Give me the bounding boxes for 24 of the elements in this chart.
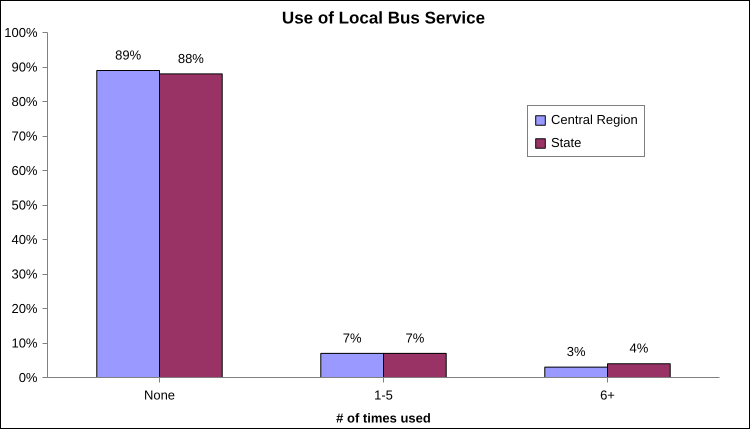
y-tick-label: 30% [11,266,38,282]
data-label: 88% [178,50,204,66]
y-tick-label: 50% [11,198,38,212]
y-tick-label: 10% [11,336,38,350]
y-tick-label: 80% [11,94,38,109]
y-tick-label: 60% [11,163,38,178]
data-label: 7% [405,330,425,346]
legend-label: Central Region [551,112,638,127]
x-tick-label: 6+ [600,388,615,402]
data-label: 89% [115,47,142,62]
data-label: 4% [629,340,649,356]
y-tick-label: 20% [11,301,38,316]
data-label: 3% [566,344,586,360]
chart-title: Use of Local Bus Service [282,8,486,28]
y-tick-label: 0% [18,370,38,385]
x-axis-title: # of times used [336,410,431,426]
y-tick-label: 40% [11,232,38,247]
x-tick-label: None [144,388,176,402]
data-label: 7% [342,330,362,346]
y-tick-label: 100% [4,25,38,40]
legend-label: State [551,135,582,150]
y-tick-label: 90% [11,60,38,74]
x-tick-label: 1-5 [374,388,393,402]
y-tick-label: 70% [11,128,38,144]
